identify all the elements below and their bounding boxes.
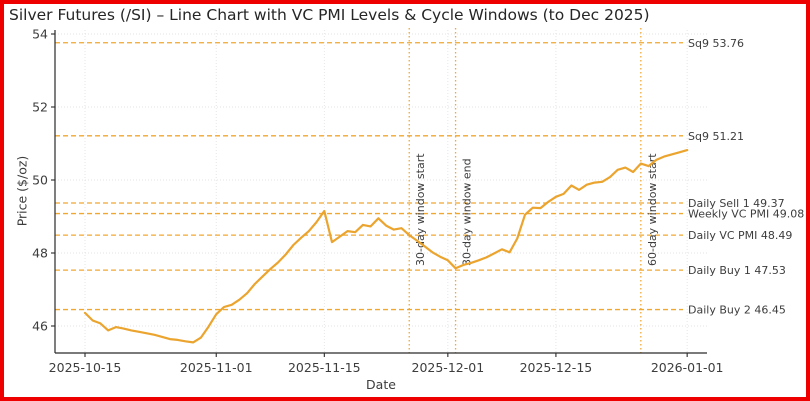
- level-label: Weekly VC PMI 49.08: [688, 208, 804, 221]
- level-label: Daily Buy 1 47.53: [688, 264, 786, 277]
- x-tick-label: 2025-10-15: [49, 360, 122, 375]
- level-label: Daily VC PMI 48.49: [688, 229, 792, 242]
- y-axis-label: Price ($/oz): [14, 155, 30, 227]
- level-label: Sq9 51.21: [688, 130, 744, 143]
- y-tick-label: 50: [32, 173, 48, 188]
- y-tick-label: 46: [32, 319, 48, 334]
- y-tick-label: 54: [32, 27, 48, 42]
- x-tick-label: 2025-12-01: [412, 360, 485, 375]
- y-tick-label: 48: [32, 246, 48, 261]
- level-label: Daily Buy 2 46.45: [688, 304, 786, 317]
- level-label: Sq9 53.76: [688, 37, 744, 50]
- x-tick-label: 2025-11-01: [180, 360, 253, 375]
- x-tick-label: 2025-12-15: [520, 360, 593, 375]
- chart-title: Silver Futures (/SI) – Line Chart with V…: [9, 6, 650, 24]
- x-tick-label: 2025-11-15: [288, 360, 361, 375]
- cycle-window-label: 30-day window start: [414, 153, 427, 266]
- x-axis-label: Date: [366, 377, 396, 392]
- x-tick-label: 2026-01-01: [651, 360, 724, 375]
- cycle-window-label: 60-day window start: [646, 153, 659, 266]
- y-tick-label: 52: [32, 100, 48, 115]
- price-line: [83, 149, 689, 344]
- cycle-window-label: 30-day window end: [461, 158, 474, 266]
- level-label: Daily Sell 1 49.37: [688, 197, 785, 210]
